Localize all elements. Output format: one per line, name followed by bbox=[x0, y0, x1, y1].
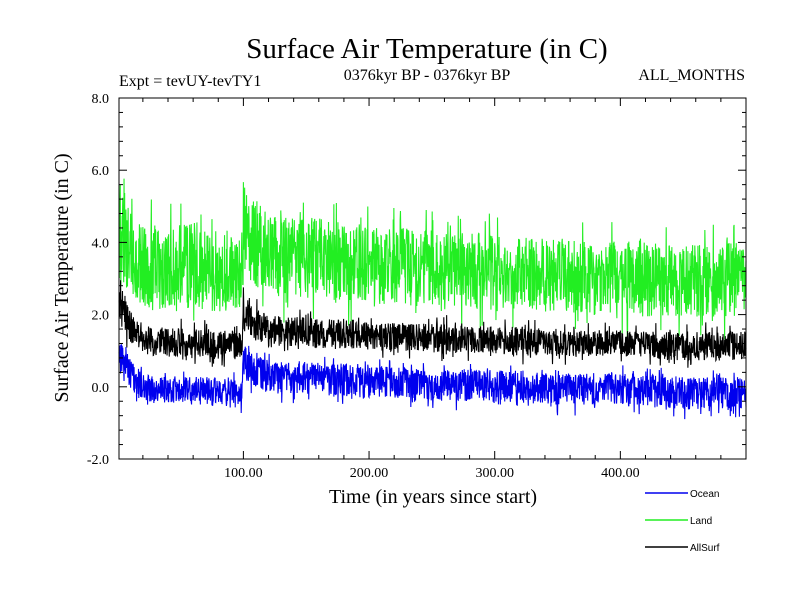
y-axis-label: Surface Air Temperature (in C) bbox=[51, 153, 73, 402]
series-ocean-line bbox=[118, 344, 747, 420]
chart-subtitle-center: 0376kyr BP - 0376kyr BP bbox=[344, 67, 511, 84]
chart-title: Surface Air Temperature (in C) bbox=[246, 33, 607, 65]
y-axis: -2.0 0.0 2.0 4.0 6.0 8.0 bbox=[87, 92, 746, 468]
y-tick-label: 4.0 bbox=[92, 236, 110, 251]
plot-frame bbox=[118, 97, 747, 460]
legend: Ocean Land AllSurf bbox=[645, 489, 720, 554]
legend-label-allsurf: AllSurf bbox=[690, 543, 720, 554]
y-tick-label: 0.0 bbox=[92, 381, 110, 396]
y-tick-label: 6.0 bbox=[92, 164, 110, 179]
x-tick-label: 200.00 bbox=[350, 466, 389, 481]
series-allsurf-line bbox=[118, 280, 747, 368]
legend-label-land: Land bbox=[690, 516, 712, 527]
x-axis-label: Time (in years since start) bbox=[329, 486, 537, 508]
series-layer bbox=[118, 178, 747, 420]
y-tick-label: -2.0 bbox=[87, 453, 109, 468]
x-axis: 100.00 200.00 300.00 400.00 bbox=[142, 98, 722, 481]
y-tick-label: 2.0 bbox=[92, 309, 110, 324]
x-tick-label: 400.00 bbox=[601, 466, 640, 481]
x-tick-label: 100.00 bbox=[224, 466, 263, 481]
series-land-line bbox=[118, 178, 747, 340]
x-tick-label: 300.00 bbox=[475, 466, 514, 481]
y-tick-label: 8.0 bbox=[92, 92, 110, 107]
chart-subtitle-right: ALL_MONTHS bbox=[638, 67, 745, 84]
chart-subtitle-left: Expt = tevUY-tevTY1 bbox=[119, 73, 261, 90]
legend-label-ocean: Ocean bbox=[690, 489, 719, 500]
